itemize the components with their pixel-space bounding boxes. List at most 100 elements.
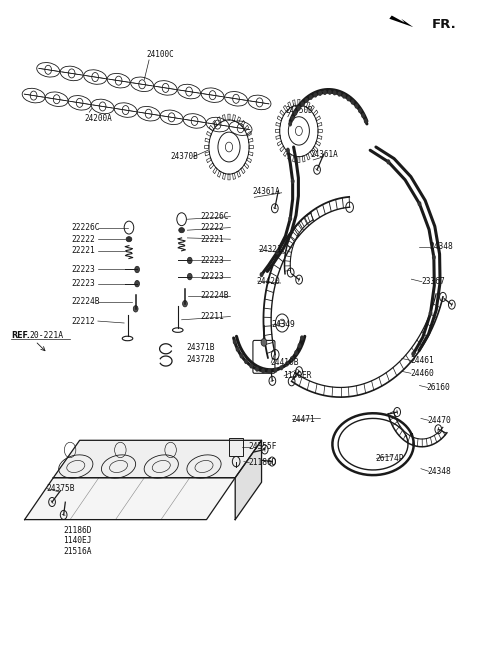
Circle shape	[267, 369, 271, 374]
Circle shape	[294, 350, 298, 355]
Circle shape	[260, 272, 264, 277]
Text: 24361A: 24361A	[252, 187, 280, 196]
Text: 26160: 26160	[427, 383, 450, 392]
Circle shape	[276, 249, 279, 255]
Polygon shape	[389, 16, 413, 27]
Text: 22226C: 22226C	[201, 212, 229, 221]
Circle shape	[411, 351, 415, 357]
Text: 24460: 24460	[410, 369, 433, 378]
Circle shape	[135, 266, 140, 273]
Circle shape	[236, 347, 240, 352]
Text: 22221: 22221	[72, 246, 95, 255]
Text: 22223: 22223	[201, 272, 225, 281]
Circle shape	[298, 343, 301, 348]
Text: 24370B: 24370B	[170, 152, 198, 162]
Circle shape	[182, 300, 187, 307]
Circle shape	[133, 306, 138, 312]
Circle shape	[279, 365, 283, 370]
Circle shape	[261, 339, 267, 346]
Circle shape	[290, 356, 294, 361]
Text: 24200A: 24200A	[84, 114, 112, 123]
Text: 24371B: 24371B	[186, 343, 215, 352]
Text: 22226C: 22226C	[72, 223, 100, 232]
Text: 24410B: 24410B	[270, 359, 299, 368]
Circle shape	[386, 160, 390, 165]
Circle shape	[361, 113, 365, 118]
Text: 26174P: 26174P	[375, 454, 404, 463]
Circle shape	[187, 273, 192, 280]
Text: 24361A: 24361A	[311, 150, 338, 159]
Circle shape	[429, 311, 432, 316]
Text: 21186D: 21186D	[63, 526, 91, 535]
Text: 24470: 24470	[428, 416, 451, 425]
Circle shape	[418, 201, 421, 206]
Text: 1140ER: 1140ER	[283, 371, 312, 380]
Circle shape	[274, 368, 277, 373]
Circle shape	[233, 339, 237, 344]
Polygon shape	[235, 441, 262, 519]
Polygon shape	[53, 441, 262, 477]
Polygon shape	[24, 477, 235, 519]
Circle shape	[313, 92, 317, 98]
Circle shape	[250, 364, 253, 368]
Text: FR.: FR.	[432, 18, 456, 31]
Circle shape	[291, 116, 295, 121]
Circle shape	[294, 110, 298, 116]
Circle shape	[291, 178, 295, 183]
Circle shape	[309, 95, 313, 100]
Circle shape	[323, 90, 327, 95]
Circle shape	[297, 106, 301, 111]
Text: 22224B: 22224B	[72, 297, 100, 306]
Ellipse shape	[179, 227, 184, 233]
Text: 20-221A: 20-221A	[29, 331, 63, 340]
Circle shape	[333, 90, 336, 96]
Circle shape	[432, 255, 436, 260]
Circle shape	[261, 368, 265, 373]
Text: 23367: 23367	[421, 277, 444, 286]
Text: 22212: 22212	[72, 317, 95, 326]
Text: 21186D: 21186D	[249, 459, 277, 467]
Circle shape	[347, 96, 350, 101]
Text: 24375B: 24375B	[46, 484, 75, 493]
Circle shape	[305, 98, 309, 103]
Text: 22223: 22223	[72, 265, 95, 274]
Text: 22224B: 22224B	[201, 291, 229, 300]
Text: 21516A: 21516A	[63, 547, 91, 556]
Circle shape	[355, 103, 359, 109]
Text: 24348: 24348	[429, 242, 453, 251]
Circle shape	[300, 101, 304, 107]
Circle shape	[300, 335, 304, 340]
Text: 24461: 24461	[410, 356, 433, 365]
Text: REF.: REF.	[11, 331, 30, 340]
Ellipse shape	[126, 236, 132, 242]
Text: 24420: 24420	[257, 276, 280, 286]
Circle shape	[358, 108, 362, 113]
Circle shape	[342, 94, 346, 99]
Circle shape	[318, 91, 322, 96]
Circle shape	[364, 118, 368, 123]
Circle shape	[288, 121, 292, 127]
Text: 24372B: 24372B	[186, 355, 215, 364]
Circle shape	[285, 361, 289, 366]
Text: 24349: 24349	[271, 320, 295, 329]
Circle shape	[240, 353, 243, 359]
Circle shape	[288, 216, 292, 221]
Text: 24321: 24321	[258, 245, 282, 254]
Circle shape	[255, 366, 259, 371]
Circle shape	[337, 92, 341, 97]
Text: 22223: 22223	[201, 256, 225, 265]
Text: 22222: 22222	[201, 223, 225, 232]
Circle shape	[187, 257, 192, 264]
Text: 24471: 24471	[292, 415, 315, 424]
Text: 22211: 22211	[201, 312, 225, 321]
Circle shape	[244, 359, 248, 364]
Text: 24355F: 24355F	[249, 443, 277, 452]
Text: 24100C: 24100C	[147, 50, 174, 59]
Text: 24350D: 24350D	[286, 107, 313, 116]
Text: 22222: 22222	[72, 234, 95, 244]
Circle shape	[135, 280, 140, 287]
Text: 22221: 22221	[201, 234, 225, 244]
Text: 22223: 22223	[72, 279, 95, 288]
Circle shape	[286, 148, 290, 153]
Text: 24348: 24348	[428, 467, 451, 475]
